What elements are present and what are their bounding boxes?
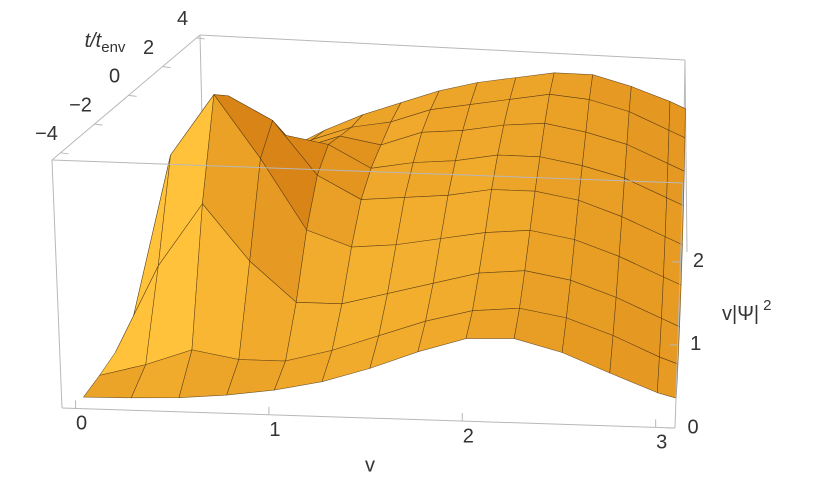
surface-patch — [440, 189, 492, 239]
y-tick-label: 2 — [143, 37, 154, 59]
surface-patch — [656, 356, 679, 399]
y-tick — [60, 152, 69, 155]
surface-patch — [412, 130, 464, 163]
x-axis-label: v — [365, 454, 375, 476]
surface-patch — [404, 160, 456, 198]
z-axis-label-sup: 2 — [763, 297, 771, 314]
box-edge — [199, 34, 686, 61]
box-edge — [61, 407, 676, 429]
surface-patch — [478, 230, 531, 274]
y-tick — [128, 94, 137, 97]
y-tick — [196, 37, 205, 40]
x-tick-label: 3 — [656, 432, 667, 454]
y-tick-label: −2 — [69, 94, 92, 116]
box-edge — [51, 34, 201, 161]
x-tick-label: 1 — [269, 419, 280, 441]
y-tick-label: −4 — [35, 123, 58, 145]
box-edge — [51, 159, 684, 184]
surface-patch — [465, 307, 520, 339]
surface-patch — [395, 195, 449, 246]
y-tick-label: 4 — [177, 8, 188, 30]
y-tick-label: 0 — [109, 66, 120, 88]
z-axis-label: v|Ψ| 2 — [722, 297, 771, 325]
z-tick-label: 0 — [687, 416, 698, 438]
z-tick-label: 2 — [693, 250, 704, 272]
x-tick-label: 0 — [76, 413, 87, 435]
box-edge — [51, 159, 63, 409]
z-axis-label-main: v|Ψ| — [722, 303, 759, 325]
surface-patch — [485, 189, 536, 233]
y-axis-label-sub: env — [101, 39, 126, 56]
y-axis-label: t/tenv — [85, 30, 126, 56]
y-axis-label-main: t/t — [85, 30, 103, 52]
surface-patch — [497, 123, 546, 158]
surface-patch — [659, 318, 680, 365]
surface-patch — [472, 270, 526, 311]
y-tick — [162, 66, 171, 69]
surface-patch — [491, 154, 541, 192]
x-tick-label: 2 — [463, 425, 474, 447]
y-tick — [94, 123, 103, 126]
box-edge — [684, 59, 688, 253]
box-front: 0 1 2 3 −4 −2 0 2 4 0 1 2 — [35, 8, 704, 453]
z-tick-label: 1 — [690, 333, 701, 355]
surface — [83, 72, 686, 399]
box-edge — [674, 182, 684, 429]
